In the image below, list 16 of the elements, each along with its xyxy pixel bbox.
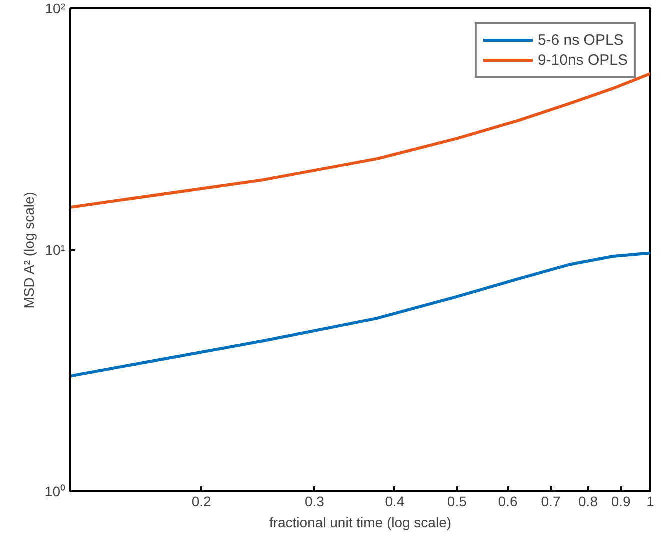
x-tick-label: 0.7	[541, 494, 561, 510]
legend-label: 9-10ns OPLS	[538, 52, 628, 68]
x-tick-label: 0.5	[447, 494, 468, 510]
y-tick-label: 10⁰	[44, 484, 66, 500]
x-tick-label: 0.6	[498, 494, 518, 510]
legend-label: 5-6 ns OPLS	[538, 32, 624, 48]
x-tick-label: 0.9	[611, 494, 632, 510]
x-tick-label: 0.8	[578, 494, 598, 510]
x-tick-label: 0.4	[385, 494, 405, 510]
x-tick-label: 1	[646, 494, 655, 510]
y-tick-label: 10¹	[45, 242, 66, 258]
y-axis-title: MSD A² (log scale)	[20, 192, 37, 309]
y-tick-label: 10²	[45, 0, 66, 16]
x-axis-title: fractional unit time (log scale)	[269, 514, 452, 530]
x-tick-label: 0.2	[192, 494, 212, 510]
x-tick-label: 0.3	[304, 494, 325, 510]
